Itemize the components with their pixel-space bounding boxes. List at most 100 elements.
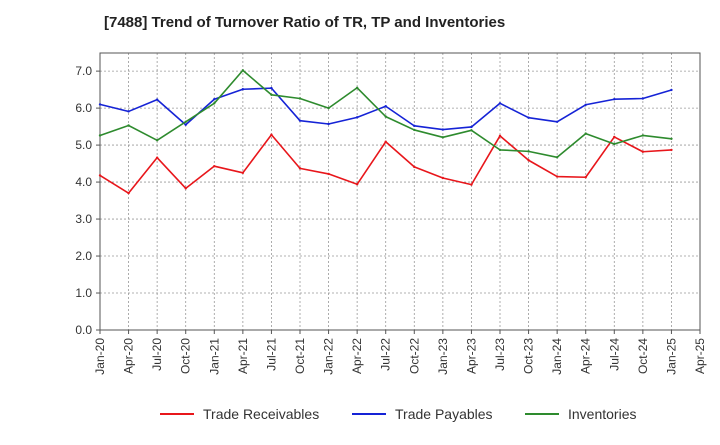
data-point [384,115,387,118]
x-tick-label: Jan-22 [322,338,336,375]
data-point [213,102,216,105]
data-point [327,106,330,110]
data-point [241,69,245,72]
y-tick-label: 5.0 [75,138,92,152]
data-point [127,191,130,195]
y-tick-label: 1.0 [75,286,92,300]
data-point [270,133,273,136]
data-point [127,124,130,127]
legend-label: Trade Payables [395,406,493,422]
x-tick-label: Jan-24 [550,338,564,375]
data-point [241,88,245,91]
data-point [270,86,273,90]
x-tick-label: Apr-20 [122,338,136,374]
x-tick-label: Apr-24 [579,338,593,374]
data-point [355,86,359,89]
data-point [613,98,616,101]
data-point [213,98,216,101]
data-point [155,139,159,142]
data-point [355,183,359,186]
data-point [298,167,302,170]
x-tick-label: Apr-22 [350,338,364,374]
data-point [155,98,159,101]
y-tick-label: 2.0 [75,249,92,263]
data-point [298,97,302,100]
data-point [127,110,130,113]
data-point [184,187,187,190]
data-point [613,135,616,139]
data-point [413,165,416,169]
x-tick-label: Jan-23 [436,338,450,375]
y-tick-label: 0.0 [75,323,92,337]
data-point [98,103,102,106]
legend-label: Inventories [568,406,636,422]
y-tick-label: 7.0 [75,64,92,78]
data-point [641,134,645,137]
data-point [384,140,387,143]
data-point [470,129,473,132]
data-point [498,148,502,152]
data-point [670,88,673,92]
data-point [498,102,502,105]
data-point [98,174,102,177]
data-point [527,116,530,119]
data-point [555,175,559,178]
data-point [584,103,587,106]
data-point [641,97,645,100]
series-line-0 [99,133,672,194]
data-point [441,176,445,180]
data-point [355,116,359,119]
data-point [613,142,616,146]
x-tick-label: Oct-21 [293,338,307,374]
x-tick-label: Jan-21 [207,338,221,375]
data-point [641,150,645,153]
x-tick-label: Oct-20 [179,338,193,374]
y-tick-label: 3.0 [75,212,92,226]
data-point [470,125,473,129]
y-axis: 0.0 1.0 2.0 3.0 4.0 5.0 6.0 7.0 [75,64,100,337]
data-point [327,172,330,176]
x-tick-label: Jan-20 [93,338,107,375]
x-tick-label: Jul-24 [607,338,621,371]
x-tick-label: Oct-23 [522,338,536,374]
data-point [555,120,559,123]
data-point [155,156,159,159]
data-point [98,134,102,137]
chart-title: [7488] Trend of Turnover Ratio of TR, TP… [104,14,506,31]
data-point [527,150,530,153]
x-tick-label: Jan-25 [664,338,678,375]
x-tick-label: Jul-23 [493,338,507,371]
grid-lines [100,53,700,330]
data-point [413,128,416,132]
data-point [441,128,445,131]
x-tick-label: Apr-21 [236,338,250,374]
data-point [270,93,273,96]
data-point [670,148,673,152]
data-point [213,164,216,168]
x-tick-label: Oct-22 [407,338,421,374]
data-point [584,176,587,179]
data-point [241,171,245,175]
data-point [184,120,187,123]
x-tick-label: Jul-21 [264,338,278,371]
series-lines [98,69,673,195]
data-point [555,156,559,159]
data-point [413,124,416,128]
x-tick-label: Oct-24 [636,338,650,374]
data-point [470,183,473,186]
y-tick-label: 4.0 [75,175,92,189]
plot-area-frame [99,52,701,331]
data-point [327,122,330,126]
data-point [384,105,387,108]
x-tick-label: Apr-23 [464,338,478,374]
x-tick-label: Jul-20 [150,338,164,371]
y-tick-label: 6.0 [75,101,92,115]
data-point [670,137,673,140]
x-axis: Jan-20 Apr-20 Jul-20 Oct-20 Jan-21 Apr-21 Jul-… [93,330,707,375]
data-point [298,119,302,122]
x-tick-label: Jul-22 [379,338,393,371]
data-point [584,132,587,135]
data-point [184,123,187,126]
